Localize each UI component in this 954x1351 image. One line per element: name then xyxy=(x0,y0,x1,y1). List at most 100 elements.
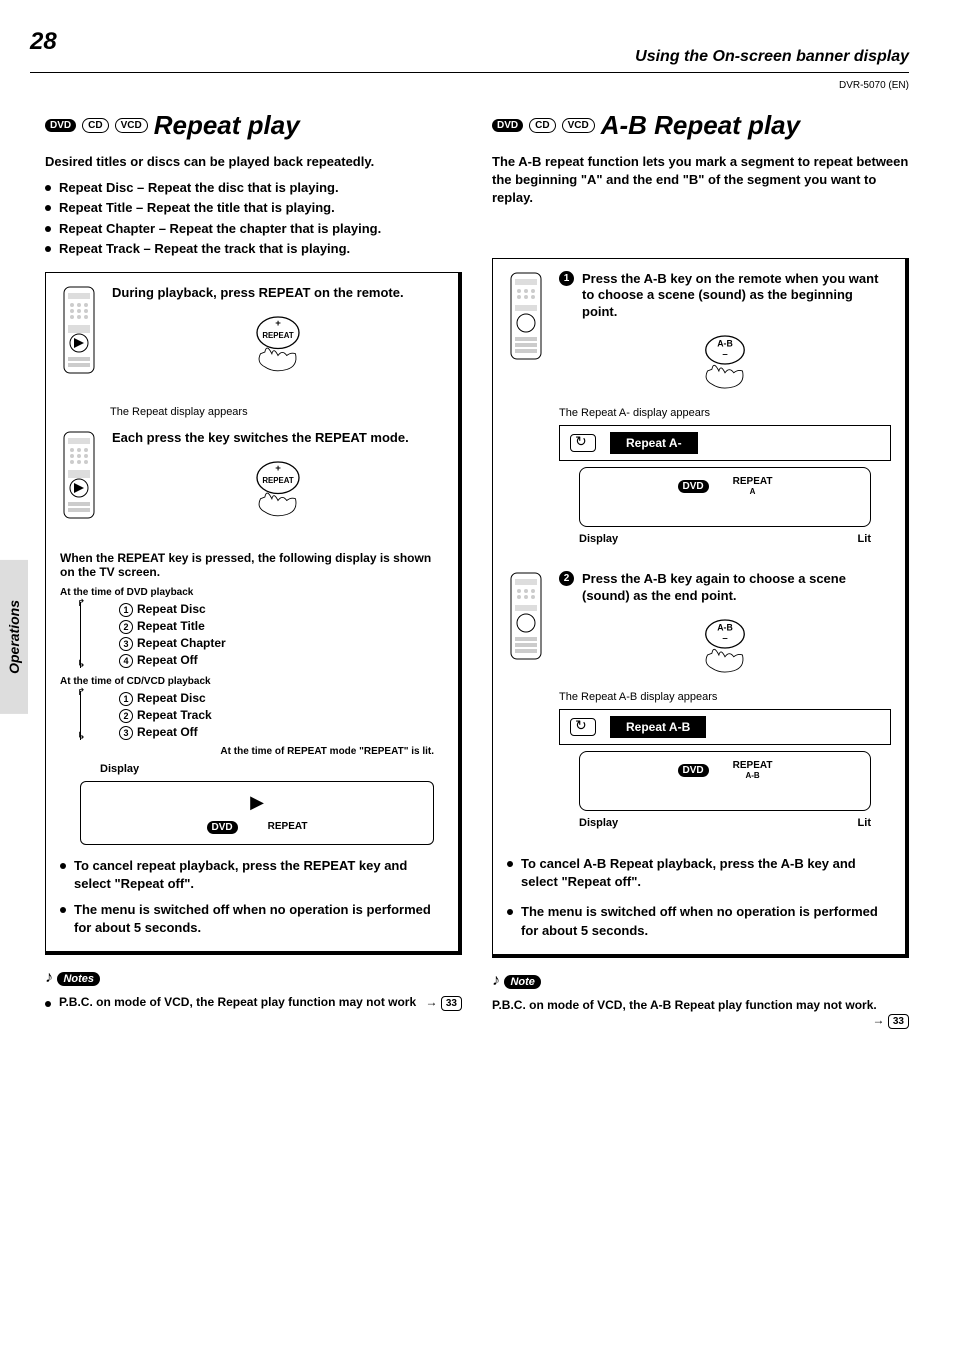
bullet-item: Repeat Title – Repeat the title that is … xyxy=(45,199,462,217)
svg-text:+: + xyxy=(275,462,281,473)
step-number-icon: 1 xyxy=(559,271,574,286)
bullet-item: Repeat Track – Repeat the track that is … xyxy=(45,240,462,258)
notes-block: ♪ Notes xyxy=(45,969,462,987)
remote-icon xyxy=(60,430,98,520)
bullet-item: The menu is switched off when no operati… xyxy=(507,903,891,939)
section-title-repeat: DVD CD VCD Repeat play xyxy=(45,110,462,141)
lit-label: Lit xyxy=(858,817,871,829)
remote-icon xyxy=(507,571,545,661)
mode-item: 1Repeat Disc xyxy=(119,602,444,617)
caption: The Repeat A- display appears xyxy=(559,407,891,419)
bullet-item: The menu is switched off when no operati… xyxy=(60,901,444,937)
display-lit-row: Display Lit xyxy=(579,817,871,829)
step-body: 2 Press the A-B key again to choose a sce… xyxy=(559,571,891,837)
svg-text:–: – xyxy=(722,349,728,360)
page-ref: 33 xyxy=(441,996,462,1011)
footnote: P.B.C. on mode of VCD, the Repeat play f… xyxy=(45,995,462,1011)
bullet-item: To cancel repeat playback, press the REP… xyxy=(60,857,444,893)
step: During playback, press REPEAT on the rem… xyxy=(60,285,444,388)
osd-dvd-badge: DVD xyxy=(678,480,709,493)
step: 1 Press the A-B key on the remote when yo… xyxy=(507,271,891,554)
bullet-dot-icon xyxy=(45,205,51,211)
notes-label: Notes xyxy=(57,972,100,986)
display-label: Display xyxy=(100,763,444,775)
footnote-text: P.B.C. on mode of VCD, the Repeat play f… xyxy=(59,995,416,1009)
badge-vcd: VCD xyxy=(562,118,595,133)
step: 2 Press the A-B key again to choose a sce… xyxy=(507,571,891,837)
onscreen-display-bar: Repeat A-B xyxy=(559,709,891,745)
step-text: During playback, press REPEAT on the rem… xyxy=(112,285,444,302)
bullet-item: To cancel A-B Repeat playback, press the… xyxy=(507,855,891,891)
remote-icon xyxy=(507,271,545,361)
page-ref: 33 xyxy=(888,1014,909,1029)
osd-ab-indicator: A-B xyxy=(745,771,759,780)
lit-note: At the time of REPEAT mode "REPEAT" is l… xyxy=(60,746,434,757)
title-ab-repeat: A-B Repeat play xyxy=(601,110,800,141)
subhead-small: At the time of DVD playback xyxy=(60,587,444,598)
onscreen-text: Repeat A- xyxy=(610,432,698,454)
bullet-text: Repeat Disc – Repeat the disc that is pl… xyxy=(59,179,339,197)
header-rule xyxy=(30,72,909,73)
osd-dvd-badge: DVD xyxy=(207,821,238,834)
mode-item: 3Repeat Chapter xyxy=(119,636,444,651)
mode-label: Repeat Track xyxy=(137,708,212,722)
caption: The Repeat display appears xyxy=(110,406,444,418)
remote-icon xyxy=(60,285,98,375)
mode-label: Repeat Title xyxy=(137,619,205,633)
repeat-icon xyxy=(570,718,596,736)
section-title-abrepeat: DVD CD VCD A-B Repeat play xyxy=(492,110,909,141)
mode-label: Repeat Disc xyxy=(137,691,206,705)
step-text: 1 Press the A-B key on the remote when yo… xyxy=(559,271,891,322)
bullet-text: To cancel repeat playback, press the REP… xyxy=(74,857,444,893)
step-text: 2 Press the A-B key again to choose a sce… xyxy=(559,571,891,605)
svg-text:REPEAT: REPEAT xyxy=(262,331,293,340)
osd-repeat-indicator: REPEAT xyxy=(733,476,773,487)
step-instruction: Press the A-B key on the remote when you… xyxy=(582,271,891,322)
display-lit-row: Display Lit xyxy=(579,533,871,545)
mode-label: Repeat Off xyxy=(137,653,198,667)
instruction-box-right: 1 Press the A-B key on the remote when yo… xyxy=(492,258,909,958)
bullet-dot-icon xyxy=(45,226,51,232)
mode-label: Repeat Chapter xyxy=(137,636,226,650)
instruction-box-left: During playback, press REPEAT on the rem… xyxy=(45,272,462,956)
mode-item: 3Repeat Off xyxy=(119,725,444,740)
button-press-illustration: A-B– xyxy=(559,613,891,683)
svg-text:–: – xyxy=(722,633,728,644)
notes-label: Note xyxy=(504,975,540,989)
footnote-text: P.B.C. on mode of VCD, the A-B Repeat pl… xyxy=(492,998,877,1012)
bullet-text: The menu is switched off when no operati… xyxy=(521,903,891,939)
music-note-icon: ♪ xyxy=(45,969,53,986)
badge-cd: CD xyxy=(529,118,555,133)
step-instruction: Press the A-B key again to choose a scen… xyxy=(582,571,891,605)
osd-a-indicator: A xyxy=(750,487,756,496)
bullet-text: To cancel A-B Repeat playback, press the… xyxy=(521,855,891,891)
bullet-dot-icon xyxy=(60,907,66,913)
model-code: DVR-5070 (EN) xyxy=(839,80,909,91)
svg-text:REPEAT: REPEAT xyxy=(262,476,293,485)
step: Each press the key switches the REPEAT m… xyxy=(60,430,444,533)
mode-label: Repeat Disc xyxy=(137,602,206,616)
mode-label: Repeat Off xyxy=(137,725,198,739)
bullet-text: Repeat Chapter – Repeat the chapter that… xyxy=(59,220,381,238)
badge-vcd: VCD xyxy=(115,118,148,133)
step-number-icon: 2 xyxy=(559,571,574,586)
right-column: DVD CD VCD A-B Repeat play The A-B repea… xyxy=(492,110,909,1029)
osd-display-box: DVD REPEAT A xyxy=(579,467,871,527)
step-body: Each press the key switches the REPEAT m… xyxy=(112,430,444,533)
caption: The Repeat A-B display appears xyxy=(559,691,891,703)
badge-dvd: DVD xyxy=(45,119,76,132)
button-press-illustration: +REPEAT xyxy=(112,310,444,380)
mode-item: 2Repeat Track xyxy=(119,708,444,723)
bullet-text: The menu is switched off when no operati… xyxy=(74,901,444,937)
osd-display-box: ▶ DVD REPEAT xyxy=(80,781,434,845)
mode-cycle-cd: 1Repeat Disc 2Repeat Track 3Repeat Off xyxy=(80,691,444,740)
onscreen-text: Repeat A-B xyxy=(610,716,706,738)
intro-left: Desired titles or discs can be played ba… xyxy=(45,153,462,171)
bullet-dot-icon xyxy=(45,246,51,252)
subhead-small: At the time of CD/VCD playback xyxy=(60,676,444,687)
bullet-dot-icon xyxy=(507,861,513,867)
bullet-item: Repeat Chapter – Repeat the chapter that… xyxy=(45,220,462,238)
footnote: P.B.C. on mode of VCD, the A-B Repeat pl… xyxy=(492,998,909,1030)
bullet-dot-icon xyxy=(507,909,513,915)
notes-block: ♪ Note xyxy=(492,972,909,990)
